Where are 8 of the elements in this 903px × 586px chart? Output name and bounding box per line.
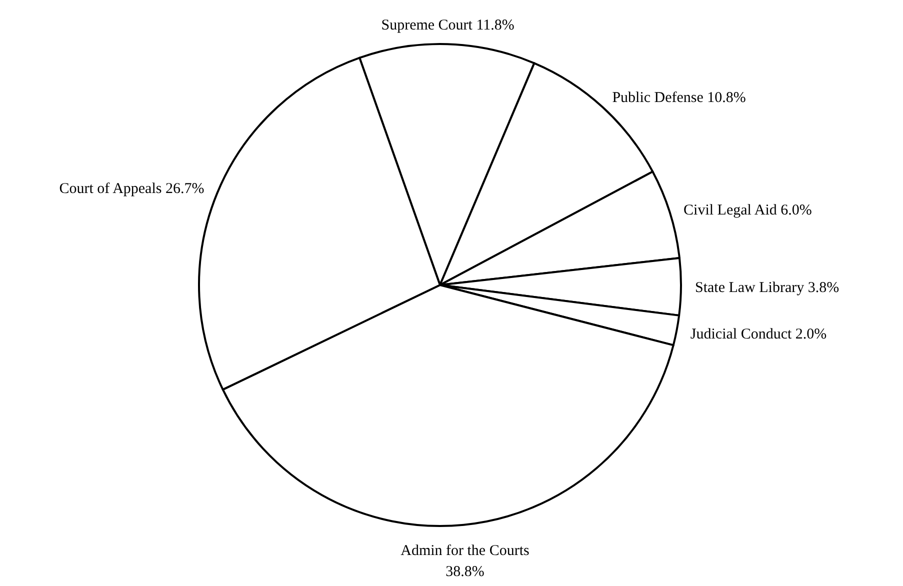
slice-label: Supreme Court 11.8% (381, 17, 514, 34)
slice-label: Public Defense 10.8% (612, 90, 746, 106)
slice-label: State Law Library 3.8% (694, 280, 840, 296)
slice-label: Court of Appeals 26.7% (59, 181, 204, 198)
slice-label: Judicial Conduct 2.0% (690, 326, 827, 342)
slice-label: Admin for the Courts (400, 542, 530, 559)
slice-label: Civil Legal Aid 6.0% (684, 202, 812, 219)
data-label: 38.8% (446, 564, 484, 580)
